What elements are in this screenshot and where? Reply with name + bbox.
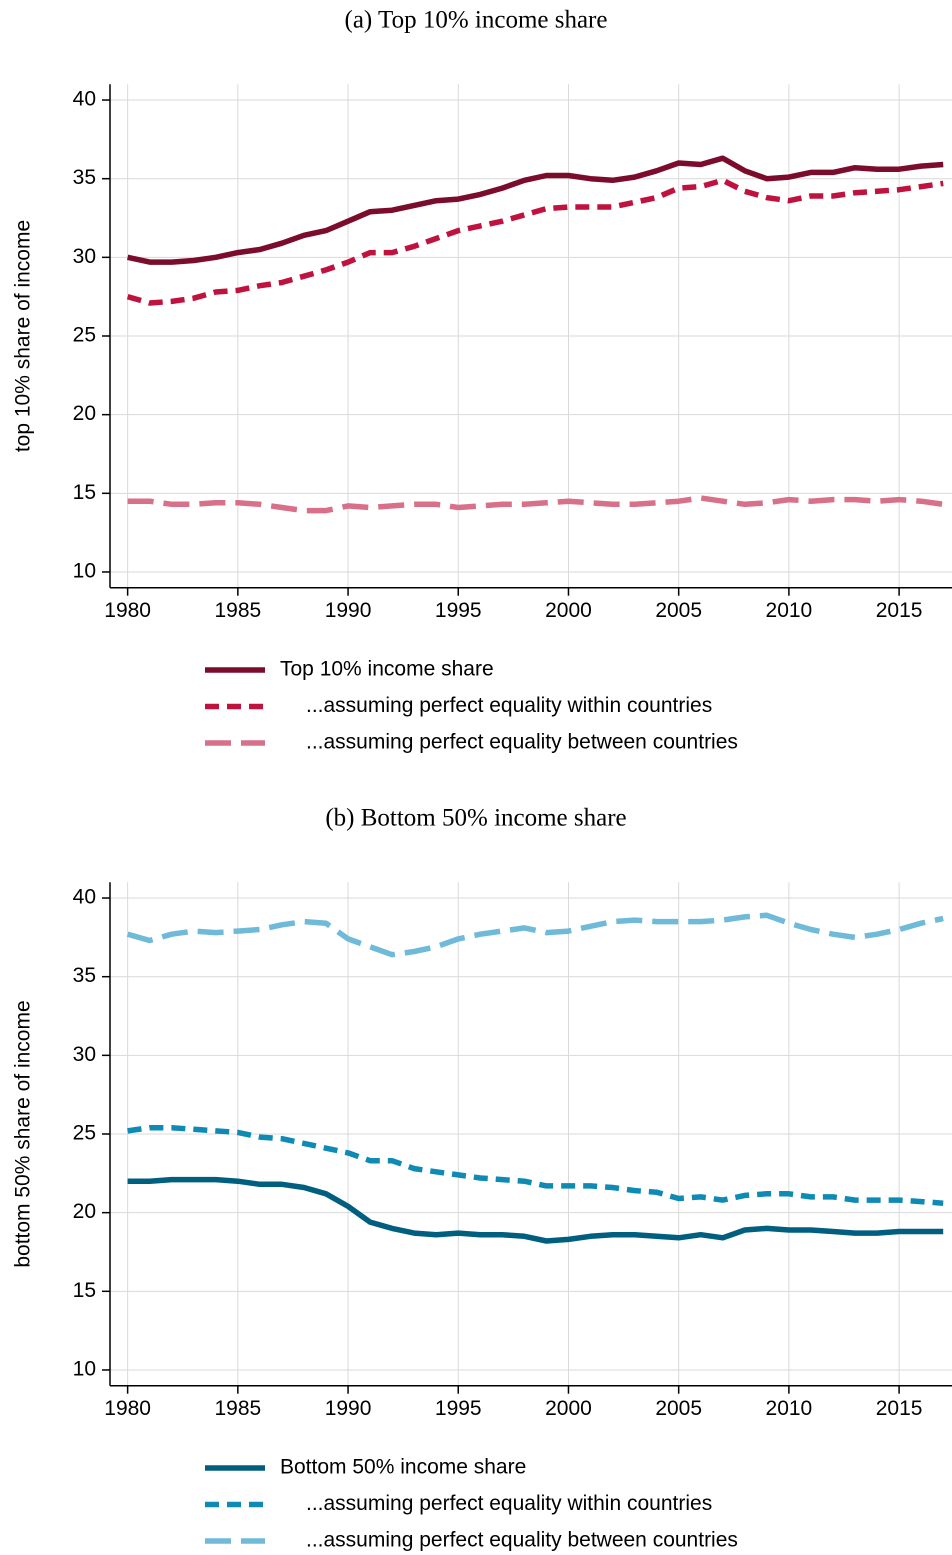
y-tick-label: 30 bbox=[73, 245, 96, 268]
x-tick-label: 1995 bbox=[435, 599, 482, 622]
x-tick-label: 1985 bbox=[214, 1397, 261, 1420]
x-tick-label: 2005 bbox=[655, 599, 702, 622]
series-line bbox=[127, 155, 944, 265]
y-tick-label: 25 bbox=[73, 1122, 96, 1145]
series-line bbox=[127, 495, 944, 514]
x-tick-label: 1995 bbox=[435, 1397, 482, 1420]
x-tick-label: 1980 bbox=[104, 599, 151, 622]
x-tick-label: 1990 bbox=[325, 599, 372, 622]
y-tick-label: 10 bbox=[73, 1358, 96, 1381]
chart: (a) Top 10% income share top 10% share of… bbox=[12, 7, 952, 754]
x-tick-label: 2015 bbox=[876, 599, 923, 622]
y-tick-label: 30 bbox=[73, 1043, 96, 1066]
legend-label: Top 10% income share bbox=[280, 658, 494, 681]
y-tick-label: 15 bbox=[73, 481, 96, 504]
chart-title: (b) Bottom 50% income share bbox=[325, 805, 626, 832]
y-tick-label: 35 bbox=[73, 166, 96, 189]
y-tick-label: 20 bbox=[73, 402, 96, 425]
x-tick-label: 2015 bbox=[876, 1397, 923, 1420]
chart-title: (a) Top 10% income share bbox=[345, 7, 608, 34]
legend-label: ...assuming perfect equality within coun… bbox=[306, 694, 712, 717]
y-tick-label: 10 bbox=[73, 560, 96, 583]
y-tick-label: 40 bbox=[73, 88, 96, 111]
y-tick-label: 35 bbox=[73, 964, 96, 987]
y-tick-label: 15 bbox=[73, 1279, 96, 1302]
x-tick-label: 1990 bbox=[325, 1397, 372, 1420]
x-tick-label: 1980 bbox=[104, 1397, 151, 1420]
series-line bbox=[126, 177, 944, 306]
chart: (b) Bottom 50% income share bottom 50% sh… bbox=[12, 805, 952, 1552]
y-tick-label: 40 bbox=[73, 886, 96, 909]
legend-label: ...assuming perfect equality within coun… bbox=[306, 1492, 712, 1515]
series-line bbox=[127, 1124, 944, 1206]
y-tick-label: 25 bbox=[73, 324, 96, 347]
x-tick-label: 2010 bbox=[766, 1397, 813, 1420]
y-tick-label: 20 bbox=[73, 1200, 96, 1223]
legend-label: ...assuming perfect equality between cou… bbox=[306, 731, 738, 754]
x-tick-label: 2000 bbox=[545, 599, 592, 622]
x-tick-label: 2000 bbox=[545, 1397, 592, 1420]
series-line bbox=[126, 912, 944, 958]
x-tick-label: 1985 bbox=[214, 599, 261, 622]
legend-label: ...assuming perfect equality between cou… bbox=[306, 1529, 738, 1552]
legend-label: Bottom 50% income share bbox=[280, 1456, 526, 1479]
x-tick-label: 2010 bbox=[766, 599, 813, 622]
y-axis-label: top 10% share of income bbox=[12, 220, 35, 452]
series-line bbox=[127, 1176, 944, 1244]
y-axis-label: bottom 50% share of income bbox=[12, 1000, 35, 1267]
x-tick-label: 2005 bbox=[655, 1397, 702, 1420]
